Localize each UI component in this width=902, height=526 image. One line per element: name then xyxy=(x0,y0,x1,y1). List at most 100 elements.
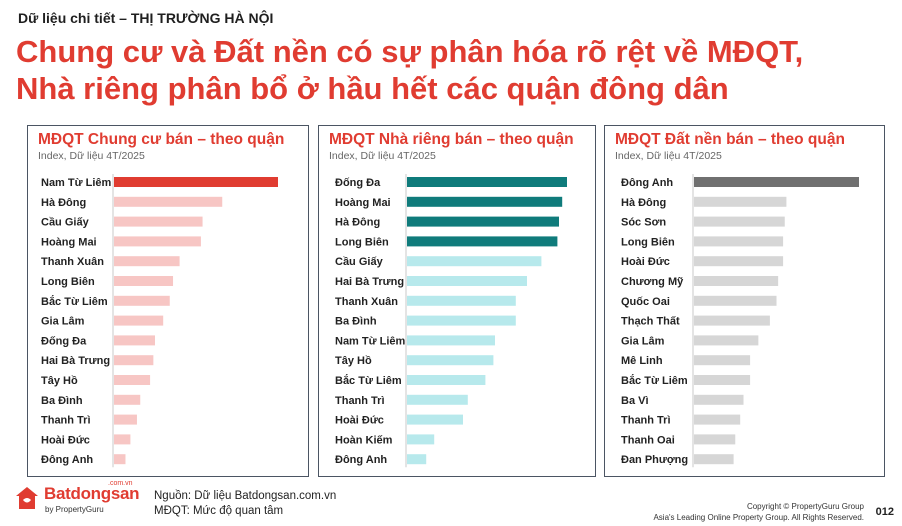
category-label: Gia Lâm xyxy=(621,335,665,347)
bar xyxy=(407,394,468,405)
category-label: Hoàng Mai xyxy=(41,236,97,248)
bar xyxy=(114,177,278,187)
category-label: Thạch Thất xyxy=(621,316,680,328)
category-label: Nam Từ Liêm xyxy=(41,177,112,189)
headline-line-2: Nhà riêng phân bổ ở hầu hết các quận đôn… xyxy=(16,71,729,106)
category-label: Hoài Đức xyxy=(621,256,670,268)
bar xyxy=(114,295,170,306)
panel-title: MĐQT Đất nền bán – theo quận xyxy=(615,131,845,148)
bar xyxy=(114,454,126,465)
house-logo-icon xyxy=(16,487,38,509)
logo-byline: by PropertyGuru xyxy=(45,505,104,514)
bar xyxy=(694,295,777,306)
panel-subtitle: Index, Dữ liệu 4T/2025 xyxy=(38,150,145,162)
bar xyxy=(694,394,744,405)
category-label: Bắc Từ Liêm xyxy=(335,374,402,387)
bar xyxy=(407,236,558,247)
panel-title: MĐQT Chung cư bán – theo quận xyxy=(38,131,285,148)
bar xyxy=(407,434,435,445)
category-label: Long Biên xyxy=(621,236,675,248)
category-label: Mê Linh xyxy=(621,355,663,367)
category-label: Cầu Giấy xyxy=(335,256,384,268)
category-label: Thanh Xuân xyxy=(335,296,398,308)
chart-panel-chung-cu: MĐQT Chung cư bán – theo quận Index, Dữ … xyxy=(27,125,309,477)
category-label: Long Biên xyxy=(41,276,95,288)
bar xyxy=(407,256,542,267)
bar xyxy=(114,355,154,366)
category-label: Cầu Giấy xyxy=(41,217,90,229)
category-label: Thanh Trì xyxy=(335,395,385,407)
headline-line-1: Chung cư và Đất nền có sự phân hóa rõ rệ… xyxy=(16,34,804,69)
bar xyxy=(407,216,559,227)
bar xyxy=(694,276,779,286)
bar-chart-dat-nen: Đông Anh Hà Đông Sóc Sơn Long Biên Hoài Đức C… xyxy=(621,174,859,468)
category-label: Đông Anh xyxy=(41,454,93,466)
category-label: Đống Đa xyxy=(41,335,87,347)
category-label: Bắc Từ Liêm xyxy=(41,295,108,308)
footer-note: Nguồn: Dữ liệu Batdongsan.com.vn MĐQT: M… xyxy=(154,489,336,519)
category-label: Ba Đình xyxy=(335,316,377,328)
category-label: Thanh Xuân xyxy=(41,256,104,268)
bar xyxy=(114,276,174,286)
batdongsan-logo: Batdongsan .com.vn by PropertyGuru xyxy=(14,480,140,520)
logo-name: Batdongsan xyxy=(44,484,140,503)
source-note: Nguồn: Dữ liệu Batdongsan.com.vn xyxy=(154,490,337,502)
bar xyxy=(694,196,787,207)
bar xyxy=(114,414,137,425)
category-label: Hà Đông xyxy=(621,197,666,209)
copyright-line-1: Copyright © PropertyGuru Group xyxy=(746,502,864,511)
bar xyxy=(694,335,759,346)
bar xyxy=(114,434,131,445)
bar xyxy=(114,236,201,247)
bar xyxy=(694,454,734,465)
category-label: Hai Bà Trưng xyxy=(41,355,110,367)
bar xyxy=(694,216,785,227)
bar xyxy=(694,315,770,326)
category-label: Ba Đình xyxy=(41,395,83,407)
panel-subtitle: Index, Dữ liệu 4T/2025 xyxy=(615,150,722,162)
bar xyxy=(407,454,427,465)
bar xyxy=(114,216,203,227)
chart-panel-dat-nen: MĐQT Đất nền bán – theo quận Index, Dữ l… xyxy=(604,125,885,477)
category-label: Tây Hồ xyxy=(41,375,78,387)
category-label: Gia Lâm xyxy=(41,316,85,328)
bar xyxy=(694,256,784,267)
bar xyxy=(407,315,516,326)
copyright: Copyright © PropertyGuru Group Asia's Le… xyxy=(653,501,864,523)
category-label: Hoàn Kiếm xyxy=(335,434,393,446)
bar xyxy=(407,295,516,306)
category-label: Đông Anh xyxy=(335,454,387,466)
category-label: Thanh Oai xyxy=(621,434,675,446)
category-label: Đông Anh xyxy=(621,177,673,189)
category-label: Hoàng Mai xyxy=(335,197,391,209)
copyright-line-2: Asia's Leading Online Property Group. Al… xyxy=(653,513,864,522)
chart-panel-nha-rieng: MĐQT Nhà riêng bán – theo quận Index, Dữ… xyxy=(318,125,596,477)
category-label: Hà Đông xyxy=(335,217,380,229)
category-label: Thanh Trì xyxy=(41,415,91,427)
category-label: Đan Phượng xyxy=(621,454,688,466)
bar xyxy=(407,375,486,385)
category-label: Chương Mỹ xyxy=(621,276,684,288)
bar xyxy=(407,177,567,187)
panel-subtitle: Index, Dữ liệu 4T/2025 xyxy=(329,150,436,162)
category-label: Hà Đông xyxy=(41,197,86,209)
category-label: Ba Vì xyxy=(621,395,649,407)
logo-domain: .com.vn xyxy=(108,480,133,487)
bar xyxy=(114,196,223,207)
bar xyxy=(694,434,736,445)
category-label: Long Biên xyxy=(335,236,389,248)
bar xyxy=(694,355,751,366)
category-label: Nam Từ Liêm xyxy=(335,335,406,347)
category-label: Bắc Từ Liêm xyxy=(621,374,688,387)
bar-chart-nha-rieng: Đống Đa Hoàng Mai Hà Đông Long Biên Cầu Giấy… xyxy=(335,174,567,468)
abbreviation-note: MĐQT: Mức độ quan tâm xyxy=(154,505,284,517)
bar xyxy=(694,414,741,425)
page-number: 012 xyxy=(875,506,894,518)
bar xyxy=(407,355,494,366)
bar xyxy=(407,414,463,425)
kicker-title: Dữ liệu chi tiết – THỊ TRƯỜNG HÀ NỘI xyxy=(18,10,274,26)
bar xyxy=(407,196,563,207)
bar xyxy=(114,335,155,346)
headline: Chung cư và Đất nền có sự phân hóa rõ rệ… xyxy=(16,33,896,107)
bar xyxy=(694,177,859,187)
